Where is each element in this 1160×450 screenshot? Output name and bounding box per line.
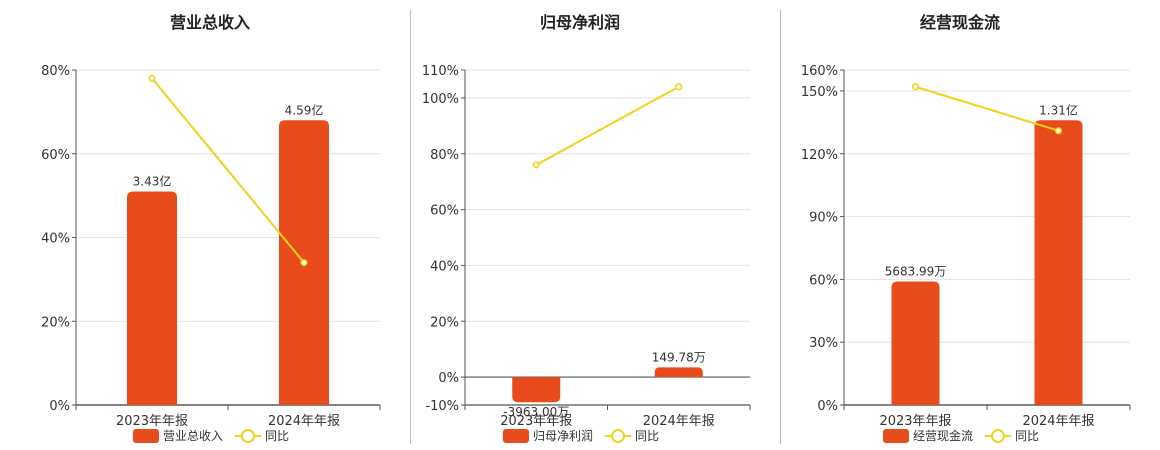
y-tick-label: 30% bbox=[809, 336, 838, 351]
legend-line-marker bbox=[991, 429, 1005, 443]
yoy-line bbox=[151, 77, 305, 264]
y-tick-label: 40% bbox=[430, 259, 459, 274]
x-tick-label: 2024年年报 bbox=[643, 414, 715, 429]
x-tick-label: 2024年年报 bbox=[268, 414, 340, 429]
y-tick-label: 150% bbox=[801, 85, 838, 100]
bar bbox=[1034, 120, 1083, 405]
revenue-chart: 营业总收入 0% 20% 40% 60% 80% 2023年年报 2024年年报 3.43亿 4.… bbox=[41, 13, 381, 443]
y-tick-label: 80% bbox=[41, 64, 70, 79]
y-tick-label: 0% bbox=[438, 371, 459, 386]
x-tick-label: 2023年年报 bbox=[500, 414, 572, 429]
bar-data-label: 5683.99万 bbox=[885, 264, 947, 278]
bar-data-label: 149.78万 bbox=[652, 350, 706, 364]
yoy-line bbox=[535, 85, 680, 166]
chart-title: 经营现金流 bbox=[920, 13, 1000, 32]
legend-line-label: 同比 bbox=[265, 429, 289, 443]
y-tick-label: 90% bbox=[809, 211, 838, 226]
y-tick-label: 100% bbox=[422, 92, 459, 107]
bar-data-label: -3963.00万 bbox=[503, 405, 569, 419]
x-tick-label: 2024年年报 bbox=[1022, 414, 1094, 429]
legend-line-marker bbox=[611, 429, 625, 443]
net-profit-chart: 归母净利润 -10% 0% 20% 40% 60% 80% 100% 110% 2023年年报 20… bbox=[422, 13, 751, 443]
y-tick-label: 20% bbox=[430, 315, 459, 330]
yoy-point bbox=[911, 83, 920, 91]
yoy-point bbox=[300, 259, 308, 267]
yoy-line bbox=[915, 85, 1059, 132]
y-tick-label: 0% bbox=[49, 399, 70, 414]
yoy-point bbox=[148, 74, 156, 82]
yoy-point bbox=[675, 83, 683, 91]
legend-line-marker bbox=[241, 429, 255, 443]
y-tick-label: 20% bbox=[41, 315, 70, 330]
y-tick-label: 80% bbox=[430, 148, 459, 163]
panel-divider bbox=[780, 10, 781, 444]
bar bbox=[891, 281, 940, 405]
yoy-point bbox=[1054, 127, 1063, 135]
legend-bar-label: 经营现金流 bbox=[913, 428, 973, 443]
bar bbox=[127, 191, 177, 405]
y-tick-label: 40% bbox=[41, 232, 70, 247]
bar-data-label: 4.59亿 bbox=[285, 102, 324, 117]
bar bbox=[654, 367, 703, 378]
legend-bar-label: 营业总收入 bbox=[163, 429, 223, 443]
legend-bar-swatch bbox=[133, 429, 159, 443]
y-tick-label: 120% bbox=[801, 148, 838, 163]
y-tick-label: 60% bbox=[41, 148, 70, 163]
y-tick-label: -10% bbox=[425, 399, 459, 414]
y-tick-label: 0% bbox=[817, 399, 838, 414]
x-tick-label: 2023年年报 bbox=[116, 414, 188, 429]
y-tick-label: 110% bbox=[422, 64, 459, 79]
legend-bar-swatch bbox=[883, 429, 909, 443]
bar-data-label: 3.43亿 bbox=[133, 173, 172, 188]
bar-data-label: 1.31亿 bbox=[1039, 102, 1078, 117]
panel-divider bbox=[410, 10, 411, 444]
y-tick-label: 160% bbox=[801, 64, 838, 79]
legend-line-label: 同比 bbox=[1015, 429, 1039, 443]
operating-cashflow-chart: 经营现金流 0% 30% 60% 90% 120% 150% 160% 2023年年报 2024年… bbox=[801, 13, 1131, 443]
chart-title: 归母净利润 bbox=[540, 13, 620, 32]
chart-title: 营业总收入 bbox=[170, 13, 250, 32]
y-tick-label: 60% bbox=[430, 204, 459, 219]
x-tick-label: 2023年年报 bbox=[879, 414, 951, 429]
legend-bar-label: 归母净利润 bbox=[533, 429, 593, 443]
bar bbox=[512, 377, 561, 403]
y-tick-label: 60% bbox=[809, 273, 838, 288]
legend-line-label: 同比 bbox=[635, 429, 659, 443]
yoy-point bbox=[532, 161, 540, 169]
legend-bar-swatch bbox=[503, 429, 529, 443]
